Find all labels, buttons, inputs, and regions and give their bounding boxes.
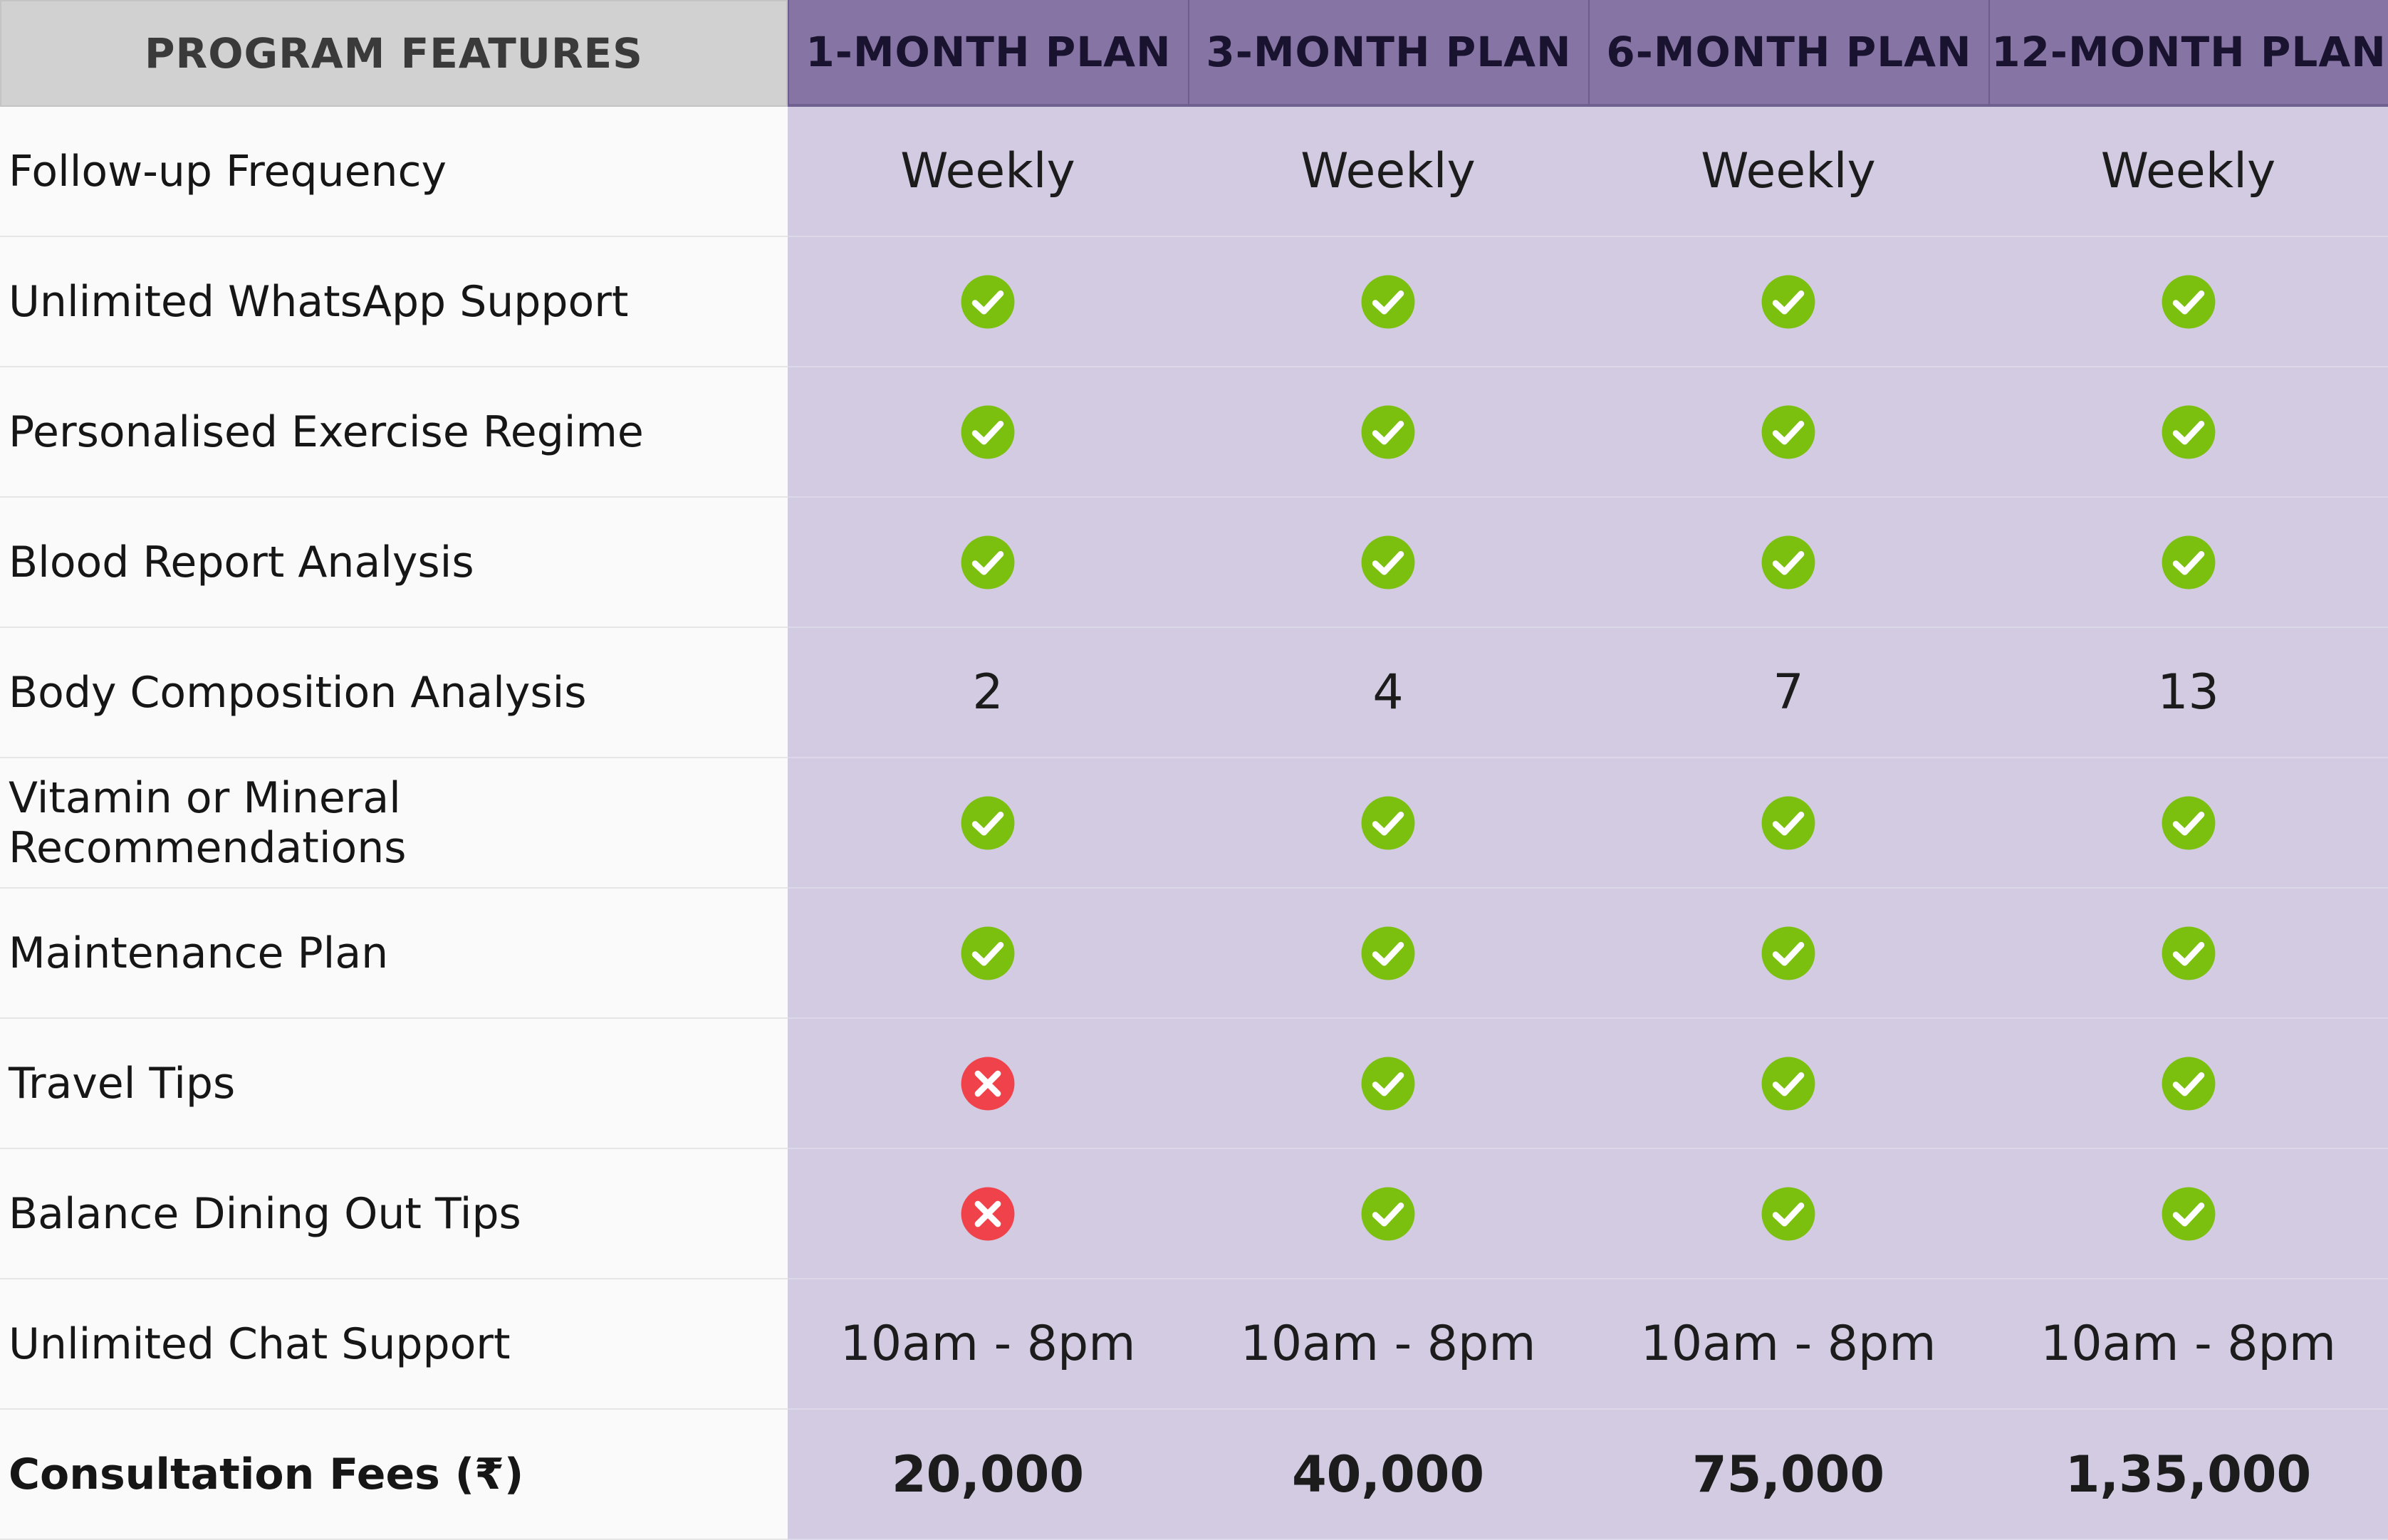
check-circle-icon: [1761, 405, 1815, 459]
cross-circle-icon: [961, 1057, 1015, 1110]
plan-value-1-month: [788, 367, 1188, 498]
plan-value-3-month: [1188, 1149, 1588, 1279]
plan-value-12-month: [1988, 1019, 2388, 1149]
plan-value-6-month: [1588, 1019, 1988, 1149]
plan-value-1-month: 20,000: [788, 1410, 1188, 1540]
plan-value-3-month: Weekly: [1188, 107, 1588, 237]
feature-label: Unlimited WhatsApp Support: [0, 237, 788, 367]
plan-value-12-month: [1988, 498, 2388, 628]
check-circle-icon: [1761, 926, 1815, 980]
check-circle-icon: [1761, 1187, 1815, 1240]
check-circle-icon: [1361, 405, 1415, 459]
plan-value-12-month: [1988, 367, 2388, 498]
plan-value-6-month: [1588, 1149, 1988, 1279]
plan-value-1-month: 10am - 8pm: [788, 1279, 1188, 1410]
plan-value-3-month: [1188, 237, 1588, 367]
check-circle-icon: [961, 926, 1015, 980]
check-circle-icon: [1761, 275, 1815, 328]
plan-value-12-month: [1988, 889, 2388, 1019]
check-circle-icon: [1761, 535, 1815, 589]
check-circle-icon: [1361, 926, 1415, 980]
plan-value-3-month: [1188, 367, 1588, 498]
plan-value-1-month: [788, 758, 1188, 889]
feature-label: Blood Report Analysis: [0, 498, 788, 628]
plan-value-6-month: Weekly: [1588, 107, 1988, 237]
feature-label: Consultation Fees (₹): [0, 1410, 788, 1540]
feature-label: Personalised Exercise Regime: [0, 367, 788, 498]
plan-value-6-month: [1588, 498, 1988, 628]
check-circle-icon: [2162, 1057, 2215, 1110]
check-circle-icon: [961, 535, 1015, 589]
plan-value-12-month: [1988, 237, 2388, 367]
plan-value-12-month: [1988, 1149, 2388, 1279]
plan-value-6-month: [1588, 758, 1988, 889]
header-program-features: PROGRAM FEATURES: [0, 0, 788, 107]
plan-value-1-month: [788, 498, 1188, 628]
plan-value-1-month: [788, 237, 1188, 367]
plan-value-3-month: 4: [1188, 628, 1588, 758]
plan-value-1-month: [788, 1019, 1188, 1149]
check-circle-icon: [2162, 1187, 2215, 1240]
plan-value-12-month: 13: [1988, 628, 2388, 758]
check-circle-icon: [2162, 275, 2215, 328]
plan-value-6-month: 7: [1588, 628, 1988, 758]
header-plan-1-month: 1-MONTH PLAN: [788, 0, 1188, 107]
plan-value-1-month: [788, 889, 1188, 1019]
plan-value-6-month: 75,000: [1588, 1410, 1988, 1540]
plan-value-6-month: [1588, 237, 1988, 367]
plan-value-12-month: 1,35,000: [1988, 1410, 2388, 1540]
feature-label: Travel Tips: [0, 1019, 788, 1149]
plan-value-12-month: [1988, 758, 2388, 889]
plan-value-6-month: [1588, 889, 1988, 1019]
feature-label: Balance Dining Out Tips: [0, 1149, 788, 1279]
check-circle-icon: [1361, 1187, 1415, 1240]
check-circle-icon: [1361, 796, 1415, 849]
header-plan-6-month: 6-MONTH PLAN: [1588, 0, 1988, 107]
plan-value-3-month: 10am - 8pm: [1188, 1279, 1588, 1410]
cross-circle-icon: [961, 1187, 1015, 1240]
check-circle-icon: [2162, 926, 2215, 980]
plan-value-3-month: [1188, 498, 1588, 628]
feature-label: Unlimited Chat Support: [0, 1279, 788, 1410]
check-circle-icon: [2162, 535, 2215, 589]
feature-label: Body Composition Analysis: [0, 628, 788, 758]
check-circle-icon: [1361, 535, 1415, 589]
check-circle-icon: [961, 405, 1015, 459]
check-circle-icon: [1761, 1057, 1815, 1110]
check-circle-icon: [961, 796, 1015, 849]
check-circle-icon: [2162, 405, 2215, 459]
header-plan-3-month: 3-MONTH PLAN: [1188, 0, 1588, 107]
check-circle-icon: [2162, 796, 2215, 849]
plan-value-3-month: [1188, 758, 1588, 889]
plan-value-1-month: 2: [788, 628, 1188, 758]
header-plan-12-month: 12-MONTH PLAN: [1988, 0, 2388, 107]
plan-value-6-month: [1588, 367, 1988, 498]
plan-value-12-month: 10am - 8pm: [1988, 1279, 2388, 1410]
feature-label: Follow-up Frequency: [0, 107, 788, 237]
plan-value-1-month: [788, 1149, 1188, 1279]
check-circle-icon: [1361, 275, 1415, 328]
plan-value-12-month: Weekly: [1988, 107, 2388, 237]
plan-value-3-month: 40,000: [1188, 1410, 1588, 1540]
feature-label: Maintenance Plan: [0, 889, 788, 1019]
plan-value-1-month: Weekly: [788, 107, 1188, 237]
check-circle-icon: [961, 275, 1015, 328]
plan-value-3-month: [1188, 889, 1588, 1019]
feature-label: Vitamin or Mineral Recommendations: [0, 758, 788, 889]
plan-value-6-month: 10am - 8pm: [1588, 1279, 1988, 1410]
plan-value-3-month: [1188, 1019, 1588, 1149]
check-circle-icon: [1361, 1057, 1415, 1110]
check-circle-icon: [1761, 796, 1815, 849]
